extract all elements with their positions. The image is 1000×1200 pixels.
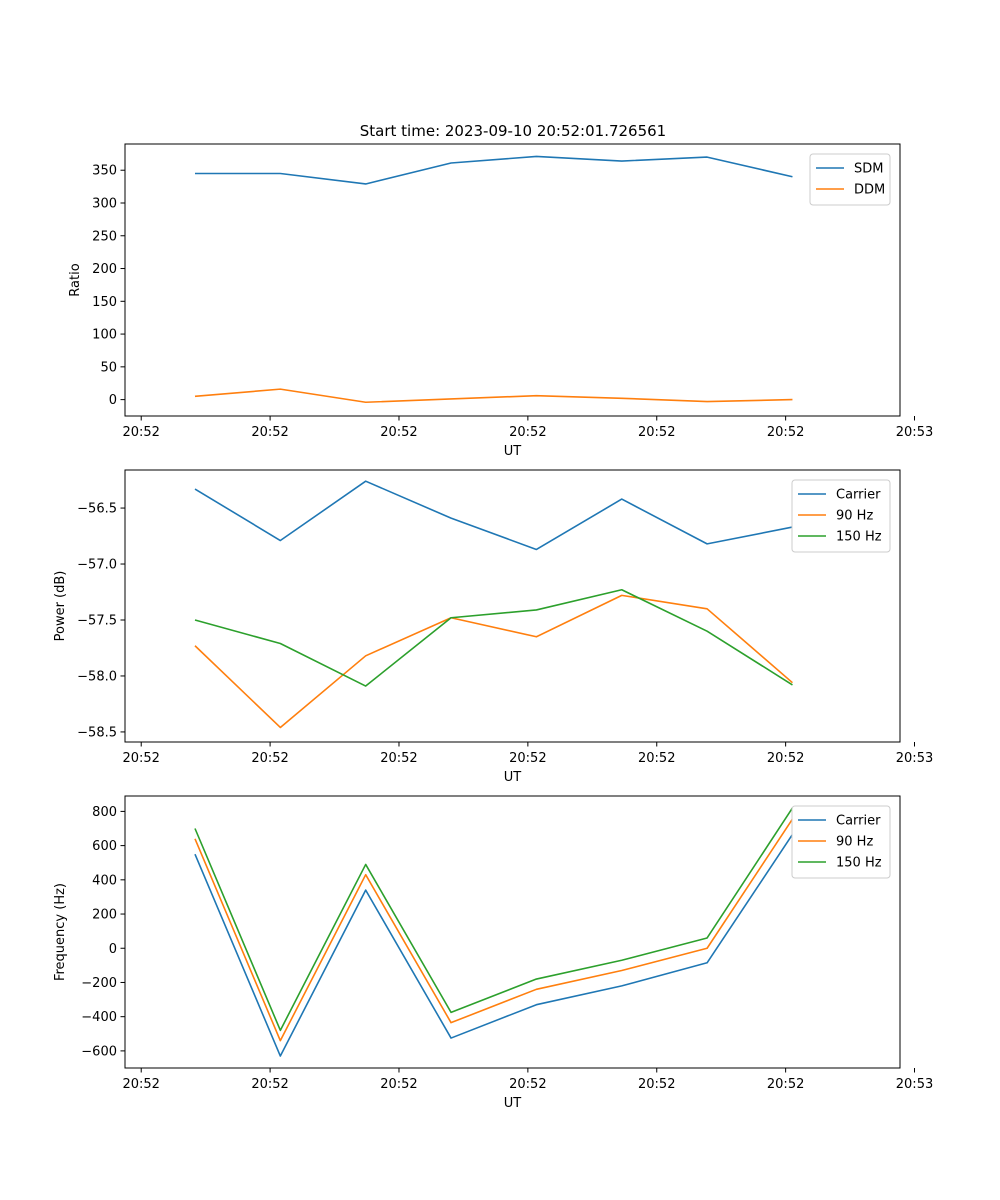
axes-frame — [124, 795, 901, 1069]
y-tick-label: −57.5 — [77, 613, 117, 628]
x-tick-label: 20:52 — [767, 425, 804, 440]
y-tick-label: −600 — [81, 1044, 117, 1059]
x-axis-label: UT — [504, 444, 522, 459]
y-tick-label: 200 — [92, 908, 117, 923]
legend-label-150-hz: 150 Hz — [836, 856, 882, 871]
x-tick-label: 20:52 — [122, 425, 159, 440]
y-tick-label: 50 — [100, 360, 117, 375]
x-tick-label: 20:53 — [896, 751, 933, 766]
series-line-90-hz — [194, 818, 794, 1042]
legend-label-sdm: SDM — [854, 162, 883, 177]
x-tick-label: 20:52 — [509, 751, 546, 766]
x-tick-label: 20:53 — [896, 1077, 933, 1092]
y-axis-label: Power (dB) — [53, 571, 68, 642]
x-axis-label: UT — [504, 770, 522, 785]
y-tick-label: 150 — [92, 295, 117, 310]
series-line-ddm — [194, 388, 793, 404]
x-tick-label: 20:52 — [638, 751, 675, 766]
y-tick-label: 250 — [92, 229, 117, 244]
legend-label-carrier: Carrier — [836, 814, 881, 829]
y-tick-label: 0 — [109, 393, 117, 408]
x-tick-label: 20:52 — [122, 751, 159, 766]
y-axis-label: Frequency (Hz) — [53, 883, 68, 981]
x-axis-label: UT — [504, 1096, 522, 1111]
x-tick-label: 20:52 — [251, 1077, 288, 1092]
axes-frame — [124, 143, 901, 417]
y-tick-label: −58.5 — [77, 725, 117, 740]
power-panel: 20:52 20:52 20:52 20:52 20:52 20:52 20:53 −58.5… — [53, 469, 933, 785]
series-line-carrier — [194, 480, 793, 551]
x-tick-label: 20:52 — [509, 425, 546, 440]
y-tick-label: 200 — [92, 262, 117, 277]
chart-title: Start time: 2023-09-10 20:52:01.726561 — [360, 122, 666, 140]
x-tick-label: 20:52 — [251, 425, 288, 440]
x-tick-label: 20:52 — [380, 425, 417, 440]
y-tick-label: −56.5 — [77, 502, 117, 517]
x-tick-label: 20:52 — [509, 1077, 546, 1092]
series-line-150-hz — [194, 588, 793, 687]
x-tick-label: 20:53 — [896, 425, 933, 440]
series-line-carrier — [194, 834, 794, 1057]
x-tick-label: 20:52 — [767, 1077, 804, 1092]
y-tick-label: 400 — [92, 873, 117, 888]
y-tick-label: 350 — [92, 164, 117, 179]
series-line-150-hz — [194, 807, 794, 1032]
y-tick-label: −400 — [81, 1010, 117, 1025]
legend-label-90-hz: 90 Hz — [836, 835, 873, 850]
legend-box — [809, 153, 891, 206]
x-tick-label: 20:52 — [251, 751, 288, 766]
y-tick-label: 300 — [92, 196, 117, 211]
axes-frame — [124, 469, 901, 743]
y-tick-label: −58.0 — [77, 669, 117, 684]
y-tick-label: 100 — [92, 328, 117, 343]
frequency-panel: 20:52 20:52 20:52 20:52 20:52 20:52 20:53 −600 −… — [53, 795, 933, 1111]
y-tick-label: −200 — [81, 976, 117, 991]
legend-label-90-hz: 90 Hz — [836, 509, 873, 524]
legend-box — [791, 479, 891, 553]
y-tick-label: 800 — [92, 805, 117, 820]
x-tick-label: 20:52 — [122, 1077, 159, 1092]
x-tick-label: 20:52 — [638, 1077, 675, 1092]
x-tick-label: 20:52 — [380, 751, 417, 766]
ratio-panel: 20:52 20:52 20:52 20:52 20:52 20:52 20:53 0 50 10… — [68, 143, 933, 459]
y-tick-label: −57.0 — [77, 558, 117, 573]
x-tick-label: 20:52 — [638, 425, 675, 440]
legend-label-150-hz: 150 Hz — [836, 530, 882, 545]
legend-box — [791, 805, 891, 879]
x-tick-label: 20:52 — [380, 1077, 417, 1092]
series-line-sdm — [194, 155, 793, 185]
y-tick-label: 600 — [92, 839, 117, 854]
legend-label-carrier: Carrier — [836, 488, 881, 503]
y-tick-label: 0 — [109, 942, 117, 957]
y-axis-label: Ratio — [68, 263, 83, 296]
x-tick-label: 20:52 — [767, 751, 804, 766]
series-line-90-hz — [194, 594, 793, 729]
legend-label-ddm: DDM — [854, 183, 885, 198]
